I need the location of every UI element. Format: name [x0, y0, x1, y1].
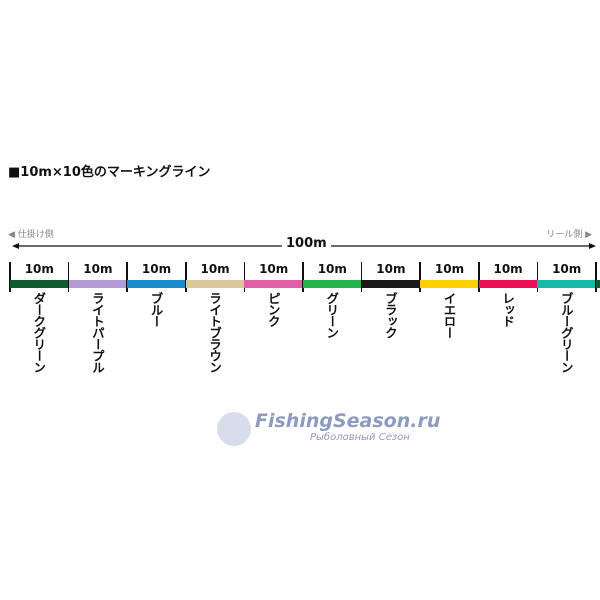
globe-logo-icon — [217, 412, 251, 446]
segment-length: 10m — [552, 262, 582, 276]
segment-color-name: グリーン — [324, 292, 340, 338]
diagram-title: ■10m×10色のマーキングライン — [8, 165, 211, 180]
watermark: FishingSeason.ru Рыболовный Сезон — [217, 410, 440, 446]
segment-color-bar — [303, 280, 362, 288]
segment-color-name: ダークグリーン — [31, 292, 47, 373]
segment-color-name: ライトパープル — [89, 292, 105, 373]
segment-divider — [595, 262, 597, 292]
segment-color-name: ブルーグリーン — [558, 292, 574, 373]
segment-color-name: ブルー — [148, 292, 164, 327]
segment-divider — [478, 262, 480, 292]
segment-color-name: イエロー — [441, 292, 457, 338]
rig-side-label: ◀ 仕掛け側 — [8, 230, 54, 240]
segment-divider — [9, 262, 11, 292]
segment-divider — [302, 262, 304, 292]
segment-divider — [243, 262, 246, 292]
segment-length: 10m — [317, 262, 347, 276]
segment-color-name: ブラック — [382, 292, 398, 338]
segment-color-bar — [10, 280, 69, 288]
segment-color-bar — [244, 280, 303, 288]
line-continuation — [596, 280, 600, 288]
segment-length: 10m — [24, 262, 54, 276]
segment-length: 10m — [376, 262, 406, 276]
segment-color-bar — [68, 280, 128, 288]
segment-color-bar — [127, 280, 186, 288]
segment-divider — [536, 262, 539, 292]
segment-color-name: ピンク — [265, 292, 281, 327]
segment-length: 10m — [493, 262, 523, 276]
segment-length: 10m — [434, 262, 465, 276]
segment-color-bar — [361, 280, 421, 288]
segment-length: 10m — [83, 262, 113, 276]
segment-color-name: レッド — [500, 292, 516, 327]
segment-divider — [419, 262, 421, 292]
total-length: 100m — [282, 236, 331, 251]
segment-divider — [67, 262, 70, 292]
segment-length: 10m — [259, 262, 289, 276]
segment-divider — [360, 262, 363, 292]
segment-color-bar — [420, 280, 479, 288]
segment-color-name: ライトブラウン — [207, 292, 223, 373]
segment-color-bar — [478, 280, 538, 288]
reel-side-label: リール側 ▶ — [546, 230, 592, 240]
segment-divider — [185, 262, 187, 292]
segment-color-bar — [537, 280, 596, 288]
segment-color-bar — [185, 280, 245, 288]
segment-divider — [126, 262, 128, 292]
segment-length: 10m — [200, 262, 230, 276]
segment-length: 10m — [141, 262, 172, 276]
